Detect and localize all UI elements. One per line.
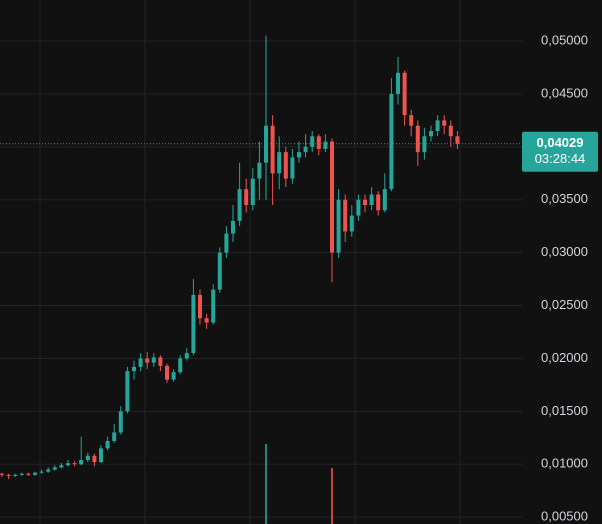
candle-body — [455, 136, 460, 144]
y-tick-label: 0,01000 — [541, 456, 588, 471]
candle-body — [99, 448, 103, 463]
candle-body — [343, 199, 348, 232]
candle-body — [409, 115, 414, 126]
candle-body — [211, 289, 216, 323]
candle-body — [264, 125, 268, 163]
candle-body — [448, 125, 453, 137]
y-tick-label: 0,03000 — [541, 244, 588, 259]
candle-body — [422, 136, 427, 153]
candle-body — [171, 372, 176, 380]
y-tick-label: 0,02500 — [541, 297, 588, 312]
candle-body — [138, 358, 143, 367]
candle-body — [0, 473, 4, 475]
candle-body — [39, 471, 44, 473]
last-price-box — [522, 131, 598, 172]
y-tick-label: 0,00500 — [541, 509, 588, 524]
last-price-label: 0,04029 — [537, 135, 584, 150]
candle-body — [250, 178, 255, 206]
candle-body — [85, 455, 90, 460]
candle-body — [66, 463, 70, 466]
candle-body — [257, 162, 262, 179]
y-tick-label: 0,04500 — [541, 85, 588, 100]
candle-body — [356, 199, 361, 216]
candle-body — [270, 125, 275, 174]
vertical-grid — [39, 0, 461, 524]
candle-body — [336, 199, 341, 253]
y-tick-label: 0,05000 — [541, 32, 588, 47]
candle-body — [330, 141, 334, 253]
countdown-label: 03:28:44 — [535, 151, 586, 166]
candle-body — [429, 130, 433, 137]
candle-body — [316, 136, 321, 149]
candle-body — [178, 358, 183, 373]
candle-body — [198, 294, 202, 319]
candle-body — [363, 199, 367, 206]
candle-body — [376, 194, 381, 211]
volume-bar — [265, 444, 267, 524]
candle-body — [92, 455, 97, 463]
candle-body — [382, 189, 387, 211]
candle-body — [204, 318, 209, 323]
candle-body — [33, 472, 37, 475]
candle-body — [217, 252, 222, 290]
candle-body — [396, 72, 400, 94]
candle-body — [19, 473, 24, 475]
candle-body — [283, 152, 288, 179]
candle-body — [435, 120, 440, 131]
candle-body — [389, 93, 394, 190]
candle-body — [52, 467, 57, 470]
candle-body — [132, 366, 136, 372]
candle-body — [297, 152, 301, 158]
candle-body — [402, 72, 407, 116]
candle-body — [105, 440, 110, 449]
volume-bar — [331, 468, 333, 524]
y-tick-label: 0,03500 — [541, 191, 588, 206]
candle-body — [290, 157, 295, 179]
y-tick-label: 0,01500 — [541, 403, 588, 418]
candle-body — [277, 152, 282, 174]
candle-body — [13, 474, 18, 476]
candle-body — [191, 294, 196, 354]
candle-body — [231, 220, 235, 234]
candle-body — [310, 136, 315, 147]
candle-body — [26, 473, 31, 475]
candle-body — [6, 474, 11, 476]
candle-body — [237, 189, 242, 221]
candle-body — [303, 146, 308, 153]
candle-body — [145, 358, 150, 363]
candle-body — [165, 365, 169, 380]
candle-body — [369, 194, 374, 206]
candle-body — [323, 141, 328, 149]
candle-body — [118, 411, 123, 433]
candle-body — [158, 357, 163, 366]
candle-body — [349, 215, 354, 232]
candle-body — [79, 459, 84, 465]
candle-body — [244, 189, 249, 206]
candle-body — [112, 432, 117, 441]
candle-body — [442, 120, 447, 126]
candle-body — [59, 465, 64, 468]
candle-body — [151, 357, 156, 363]
candle-body — [125, 371, 130, 412]
candle-body — [224, 233, 229, 253]
candle-body — [415, 125, 420, 153]
y-tick-label: 0,02000 — [541, 350, 588, 365]
candle-body — [184, 353, 189, 359]
candle-body — [46, 469, 51, 472]
candle-body — [72, 463, 77, 465]
